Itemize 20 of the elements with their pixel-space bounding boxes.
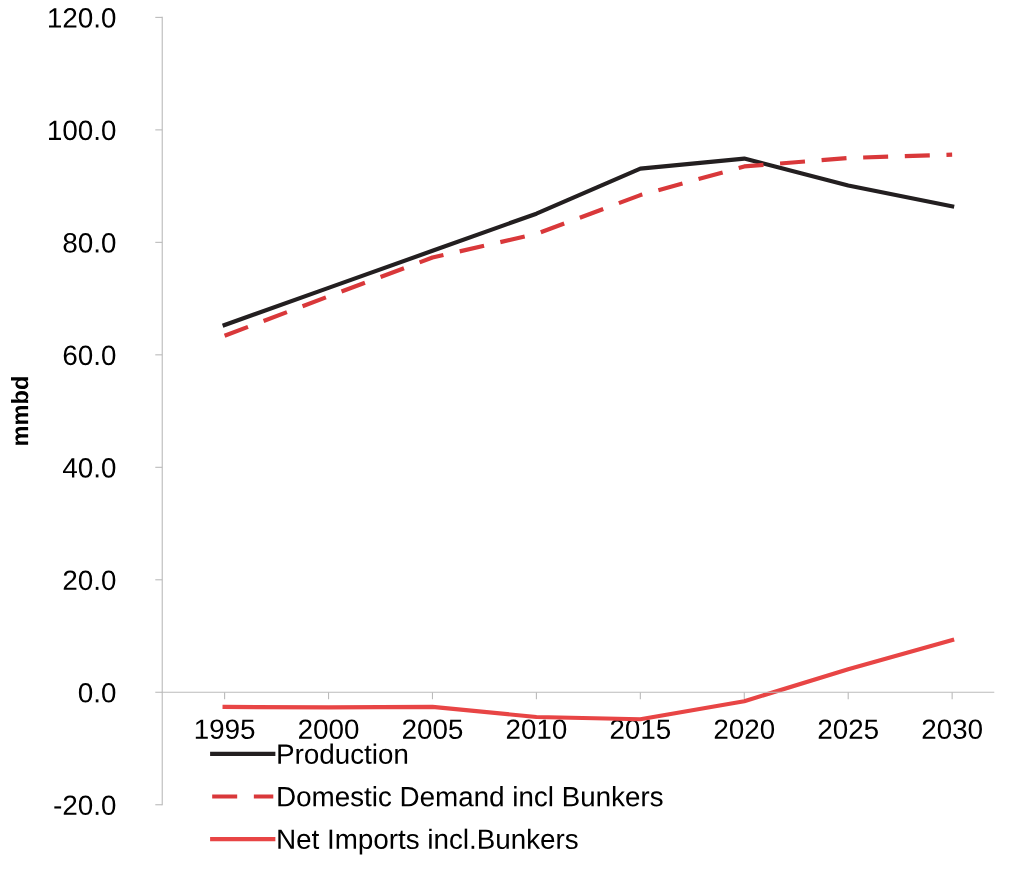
x-tick-label: 2020 (714, 719, 775, 740)
x-tick-label: 1995 (195, 719, 255, 740)
x-tick-label: 2025 (818, 719, 878, 740)
x-tick-label: 2030 (922, 719, 982, 740)
y-tick-label: 60.0 (63, 345, 116, 366)
y-tick-label: -20.0 (54, 795, 116, 816)
legend-label: Production (278, 743, 408, 764)
x-tick-label: 2015 (610, 719, 671, 740)
y-tick-label: 0.0 (78, 682, 116, 703)
x-tick-label: 2005 (402, 719, 463, 740)
y-tick-label: 120.0 (49, 8, 116, 28)
legend-label: Domestic Demand incl Bunkers (278, 786, 663, 807)
x-tick-label: 2010 (506, 719, 567, 740)
y-tick-label: 80.0 (63, 233, 116, 253)
x-tick-label: 2000 (299, 719, 359, 740)
y-tick-label: 40.0 (62, 457, 116, 478)
y-tick-label: 100.0 (49, 120, 116, 141)
y-axis-title: mmbd (11, 377, 29, 445)
legend-label: Net Imports incl.Bunkers (278, 828, 578, 855)
y-tick-label: 20.0 (63, 570, 116, 591)
